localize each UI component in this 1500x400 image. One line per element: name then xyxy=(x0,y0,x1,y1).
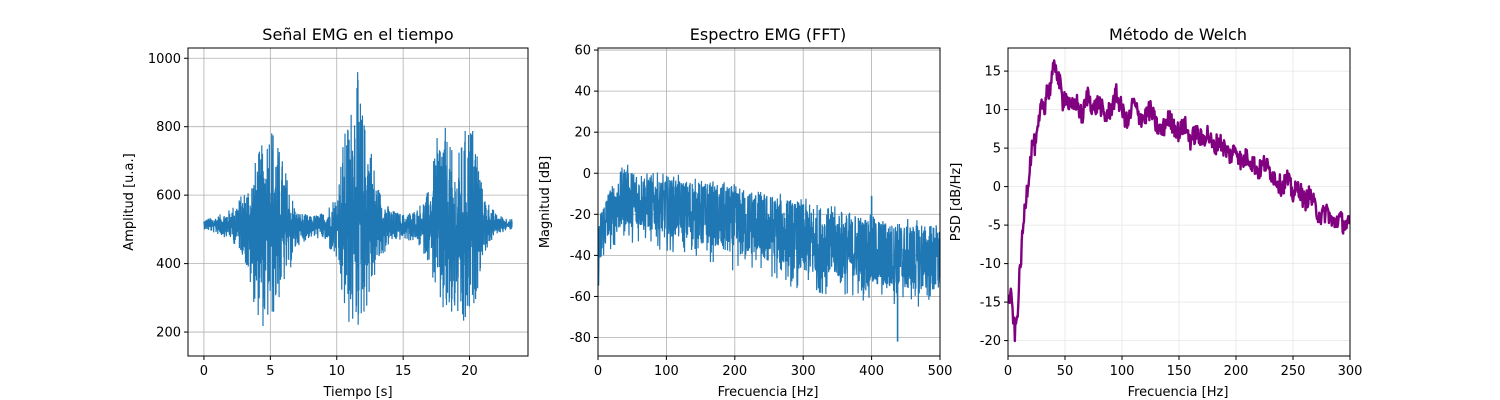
fft-ytick-label: 20 xyxy=(574,126,591,141)
fft-series-line xyxy=(598,164,940,307)
welch-xtick-label: 0 xyxy=(1004,364,1012,379)
welch-ytick-label: 5 xyxy=(993,142,1001,157)
emg-time-xtick-label: 0 xyxy=(200,364,208,379)
welch-ytick-label: -5 xyxy=(988,219,1001,234)
fft-xtick-label: 500 xyxy=(928,364,953,379)
panel-welch: Método de Welch Frecuencia [Hz] PSD [dB/… xyxy=(949,25,1362,400)
panel-emg-time: Señal EMG en el tiempo Tiempo [s] Amplit… xyxy=(122,25,529,400)
fft-xtick-label: 300 xyxy=(791,364,816,379)
welch-xtick-label: 50 xyxy=(1057,364,1074,379)
emg-time-xtick-label: 5 xyxy=(266,364,274,379)
fft-xtick-label: 200 xyxy=(722,364,747,379)
welch-series-line xyxy=(1008,59,1350,343)
emg-time-ytick-label: 200 xyxy=(156,326,181,341)
emg-time-axes-frame xyxy=(187,47,529,357)
panel-emg-time-ylabel: Amplitud [u.a.] xyxy=(122,153,137,250)
fft-ytick-label: 60 xyxy=(574,44,591,59)
welch-ytick-label: -10 xyxy=(980,257,1001,272)
panel-welch-title: Método de Welch xyxy=(1109,25,1247,44)
fft-ytick-label: -60 xyxy=(570,290,591,305)
panel-fft-xlabel: Frecuencia [Hz] xyxy=(718,385,819,400)
emg-time-ytick-label: 800 xyxy=(156,120,181,135)
panel-emg-time-xlabel: Tiempo [s] xyxy=(322,385,392,400)
welch-xtick-label: 300 xyxy=(1338,364,1363,379)
fft-ytick-label: -80 xyxy=(570,331,591,346)
welch-xtick-label: 250 xyxy=(1281,364,1306,379)
fft-ytick-label: -20 xyxy=(570,208,591,223)
fft-xtick-label: 400 xyxy=(859,364,884,379)
fft-ytick-label: 40 xyxy=(574,85,591,100)
fft-ytick-label: -40 xyxy=(570,249,591,264)
emg-time-ytick-label: 600 xyxy=(156,189,181,204)
panel-welch-xlabel: Frecuencia [Hz] xyxy=(1128,385,1229,400)
emg-time-series-line xyxy=(203,72,513,326)
welch-data-layer xyxy=(1008,59,1350,343)
panel-fft-spectrum: Espectro EMG (FFT) Frecuencia [Hz] Magni… xyxy=(538,25,952,400)
fft-ytick-label: 0 xyxy=(583,167,591,182)
emg-time-ytick-label: 1000 xyxy=(148,52,181,67)
welch-xtick-label: 150 xyxy=(1167,364,1192,379)
emg-time-xtick-label: 20 xyxy=(461,364,478,379)
welch-xtick-label: 100 xyxy=(1110,364,1135,379)
welch-ytick-label: -15 xyxy=(980,296,1001,311)
fft-data-layer xyxy=(598,164,940,342)
fft-xtick-label: 100 xyxy=(654,364,679,379)
emg-time-xtick-label: 15 xyxy=(395,364,412,379)
fft-axes-frame xyxy=(597,47,941,357)
fft-xtick-label: 0 xyxy=(594,364,602,379)
emg-time-data-layer xyxy=(203,72,513,326)
welch-ytick-label: 0 xyxy=(993,180,1001,195)
panel-emg-time-title: Señal EMG en el tiempo xyxy=(262,25,453,44)
emg-time-ytick-label: 400 xyxy=(156,257,181,272)
panel-welch-ylabel: PSD [dB/Hz] xyxy=(949,163,964,242)
panel-fft-ylabel: Magnitud [dB] xyxy=(538,156,553,248)
welch-xtick-label: 200 xyxy=(1224,364,1249,379)
welch-ytick-label: -20 xyxy=(980,334,1001,349)
welch-ytick-label: 10 xyxy=(984,103,1001,118)
panel-fft-title: Espectro EMG (FFT) xyxy=(690,25,846,44)
welch-ytick-label: 15 xyxy=(984,65,1001,80)
emg-time-xtick-label: 10 xyxy=(328,364,345,379)
